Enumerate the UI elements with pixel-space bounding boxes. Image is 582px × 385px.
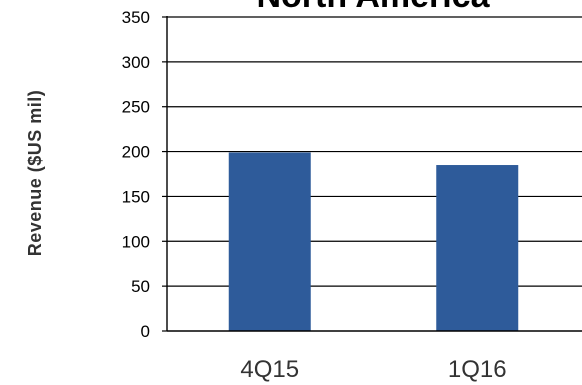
bar-4Q15 <box>228 152 311 331</box>
y-tick-label: 0 <box>141 322 150 341</box>
y-tick-label: 250 <box>122 98 150 117</box>
x-tick-label: 1Q16 <box>448 356 507 383</box>
y-tick-labels: 0 50 100 150 200 250 300 350 <box>122 8 150 341</box>
y-tick-label: 350 <box>122 8 150 27</box>
chart-title: North America <box>256 0 490 15</box>
y-axis-label: Revenue ($US mil) <box>25 90 45 257</box>
bar-1Q16 <box>436 165 519 331</box>
bars <box>228 152 519 331</box>
y-tick-label: 100 <box>122 232 150 251</box>
axes <box>162 16 582 332</box>
y-tick-label: 300 <box>122 53 150 72</box>
x-tick-label: 4Q15 <box>240 356 299 383</box>
y-tick-label: 50 <box>131 277 150 296</box>
y-tick-label: 200 <box>122 143 150 162</box>
y-tick-label: 150 <box>122 187 150 206</box>
x-tick-labels: 4Q15 1Q16 <box>240 356 506 383</box>
